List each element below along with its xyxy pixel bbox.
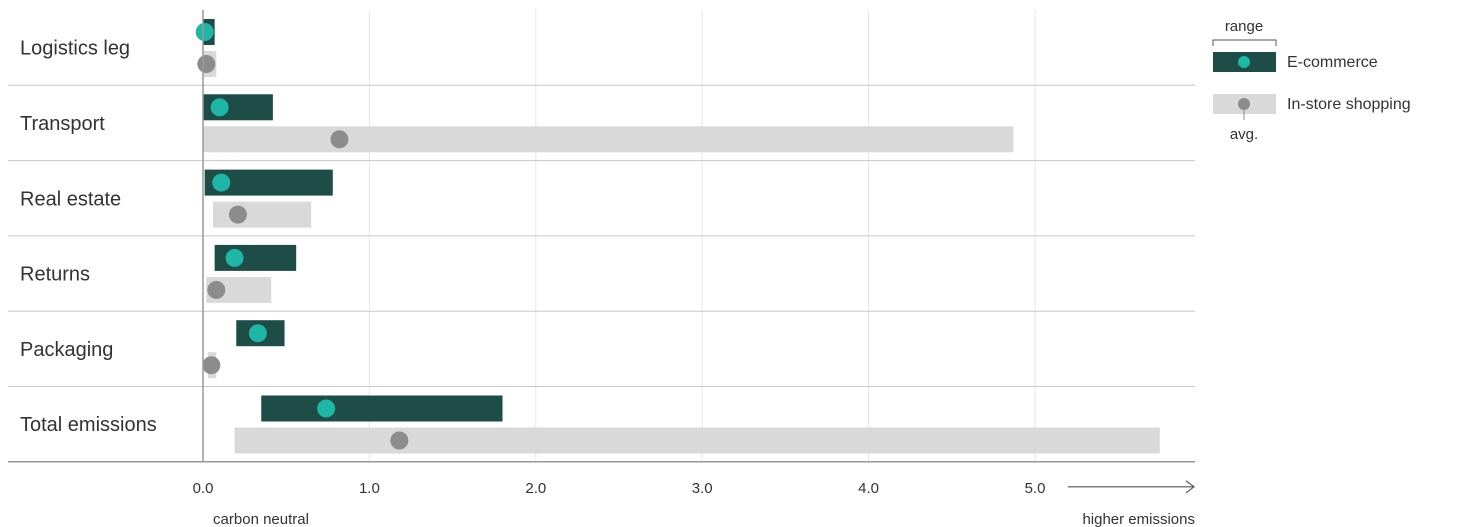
axis-arrow-head [1185, 480, 1195, 494]
x-tick-label: 4.0 [858, 480, 879, 497]
avg-dot-ecommerce [248, 324, 267, 343]
x-tick-label: 3.0 [692, 480, 713, 497]
x-tick-label: 0.0 [193, 480, 214, 497]
avg-dot-ecommerce [195, 23, 214, 41]
avg-dot-instore [197, 55, 216, 73]
x-axis-left-label: carbon neutral [213, 511, 309, 527]
avg-dot-instore [390, 431, 409, 450]
category-label: Logistics leg [20, 38, 130, 60]
legend-instore-dot [1238, 98, 1250, 110]
category-label: Total emissions [20, 414, 157, 436]
x-axis-right-label: higher emissions [1082, 511, 1195, 527]
range-bar-instore [234, 427, 1160, 454]
x-tick-label: 5.0 [1025, 480, 1046, 497]
avg-dot-ecommerce [210, 98, 229, 117]
category-label: Packaging [20, 339, 113, 361]
category-label: Transport [20, 113, 105, 135]
avg-dot-instore [202, 356, 221, 375]
range-bars [195, 19, 1160, 454]
legend-avg-label: avg. [1230, 126, 1258, 143]
x-tick-label: 1.0 [359, 480, 380, 497]
legend-range-label: range [1225, 18, 1263, 35]
avg-dot-instore [207, 280, 226, 299]
x-axis: 0.0 1.0 2.0 3.0 4.0 5.0 carbon neutral higher e… [8, 10, 1195, 527]
category-labels: Logistics leg Transport Real estate Returns… [20, 38, 157, 436]
category-label: Returns [20, 264, 90, 286]
legend-ecommerce-label: E-commerce [1287, 54, 1378, 71]
range-bar-instore [203, 126, 1014, 153]
category-label: Real estate [20, 188, 121, 210]
avg-dot-instore [330, 130, 349, 149]
range-bar-instore [212, 201, 312, 228]
legend: range E-commerce In-store shopping avg. [1212, 18, 1411, 143]
avg-dot-ecommerce [317, 399, 336, 418]
avg-dot-ecommerce [212, 173, 231, 192]
avg-dot-instore [228, 205, 247, 224]
legend-ecommerce-dot [1238, 56, 1250, 68]
row-separators [8, 84, 1195, 387]
legend-range-bracket [1212, 39, 1277, 46]
avg-dot-ecommerce [225, 248, 244, 267]
x-tick-label: 2.0 [525, 480, 546, 497]
legend-instore-label: In-store shopping [1287, 96, 1411, 113]
range-bar-ecommerce [261, 395, 503, 422]
